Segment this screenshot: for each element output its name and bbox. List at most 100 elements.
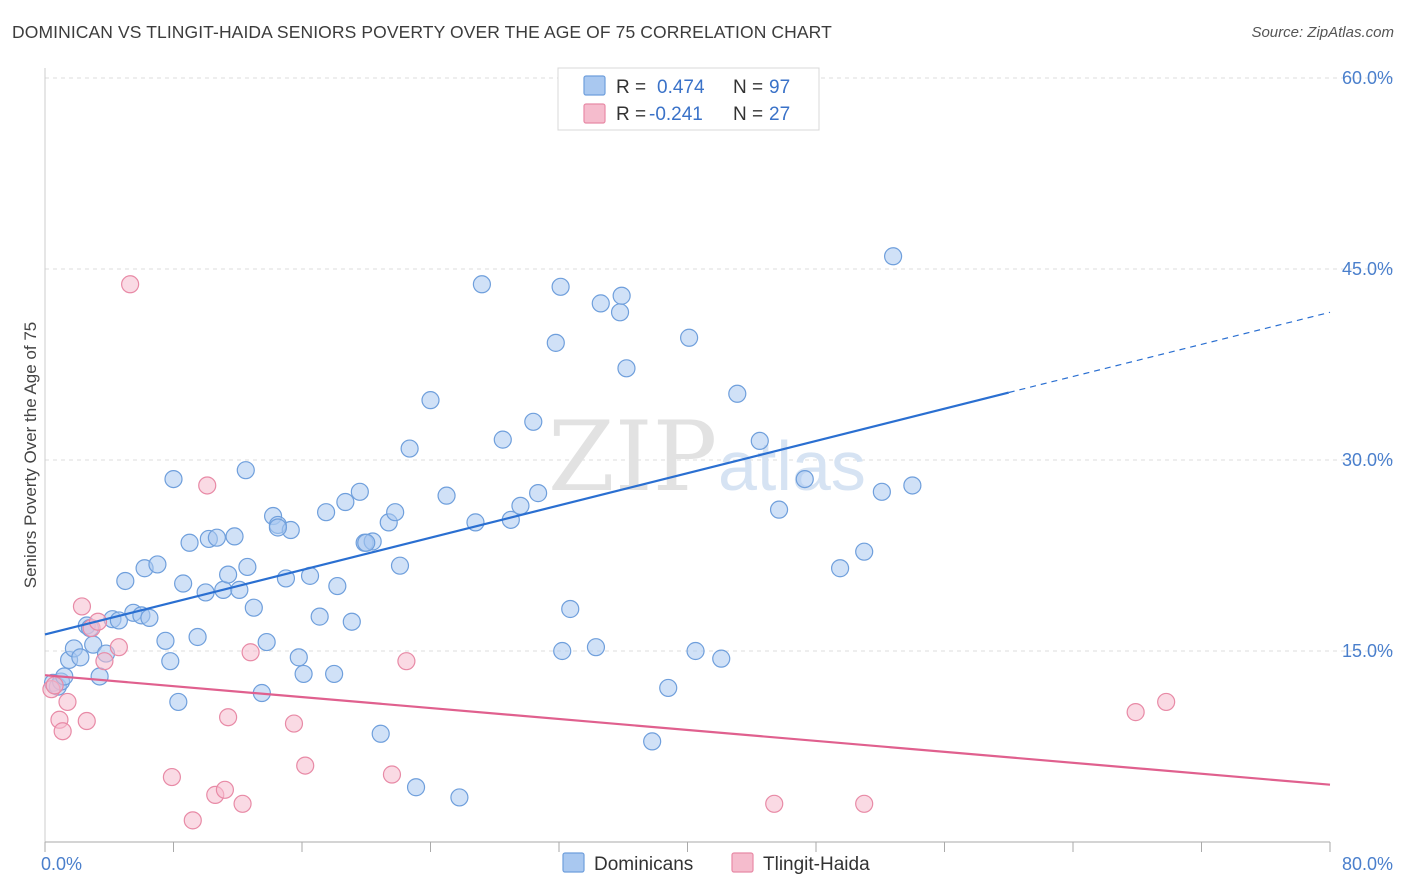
legend-r-label-1: R = <box>616 77 646 98</box>
point-dominicans-44 <box>310 607 329 626</box>
point-tlingit-haida-22 <box>382 765 402 784</box>
x-tick-label-0: 0.0% <box>41 854 82 874</box>
point-tlingit-haida-26 <box>1126 703 1145 722</box>
point-dominicans-64 <box>493 430 512 449</box>
point-dominicans-57 <box>400 439 419 458</box>
legend-swatch-dominicans <box>583 75 606 96</box>
point-dominicans-33 <box>238 557 257 577</box>
point-tlingit-haida-19 <box>241 643 260 662</box>
series-tlingit-haida <box>42 275 1176 830</box>
point-dominicans-53 <box>371 724 390 743</box>
point-dominicans-20 <box>156 631 175 650</box>
point-dominicans-6 <box>71 648 90 667</box>
point-dominicans-61 <box>450 788 469 807</box>
point-dominicans-42 <box>294 664 313 684</box>
point-dominicans-69 <box>546 333 565 352</box>
y-axis-title: Seniors Poverty Over the Age of 75 <box>21 322 40 588</box>
trend-line-dominicans <box>44 391 1010 636</box>
trend-line-tlingit-haida <box>44 674 1331 786</box>
point-dominicans-17 <box>140 608 159 627</box>
point-tlingit-haida-5 <box>72 597 92 616</box>
y-tick-label-3: 60.0% <box>1342 68 1393 88</box>
bottom-legend-swatch-dominicans <box>562 852 585 873</box>
watermark-zip: ZIP <box>548 401 717 513</box>
point-dominicans-55 <box>386 503 405 522</box>
point-tlingit-haida-4 <box>58 692 77 712</box>
point-dominicans-90 <box>872 482 891 501</box>
legend-r-value-1: 0.474 <box>657 77 705 98</box>
point-dominicans-75 <box>591 294 610 313</box>
point-dominicans-85 <box>750 431 769 450</box>
point-tlingit-haida-24 <box>765 794 784 813</box>
bottom-legend-swatch-tlingit-haida <box>731 852 754 873</box>
point-dominicans-22 <box>169 692 188 712</box>
point-tlingit-haida-13 <box>183 811 202 830</box>
y-tick-label-0: 15.0% <box>1342 641 1393 661</box>
legend-box: R = 0.474 N = 97 R = -0.241 N = 27 <box>557 67 820 131</box>
axes <box>44 68 1331 852</box>
point-dominicans-58 <box>406 778 426 797</box>
watermark-atlas: atlas <box>718 427 866 505</box>
trend-lines <box>44 311 1331 786</box>
point-dominicans-25 <box>188 627 207 647</box>
point-dominicans-93 <box>268 518 288 537</box>
point-dominicans-23 <box>174 574 193 593</box>
point-dominicans-60 <box>437 486 456 505</box>
point-dominicans-66 <box>511 496 530 515</box>
point-dominicans-24 <box>180 533 199 552</box>
point-dominicans-59 <box>421 391 440 410</box>
point-dominicans-83 <box>712 649 731 668</box>
point-dominicans-87 <box>795 470 814 489</box>
point-dominicans-14 <box>116 571 135 591</box>
point-dominicans-19 <box>148 555 167 574</box>
point-dominicans-86 <box>769 500 789 519</box>
point-dominicans-68 <box>529 484 548 503</box>
point-dominicans-50 <box>350 482 369 501</box>
point-dominicans-41 <box>289 648 308 667</box>
y-tick-label-1: 30.0% <box>1342 450 1393 470</box>
point-dominicans-28 <box>207 528 226 547</box>
point-dominicans-80 <box>659 678 678 698</box>
point-dominicans-84 <box>728 384 747 403</box>
point-dominicans-34 <box>244 598 263 617</box>
point-dominicans-78 <box>617 359 636 378</box>
legend-n-label-1: N = <box>733 77 763 98</box>
point-tlingit-haida-6 <box>77 711 96 731</box>
point-dominicans-48 <box>336 492 355 512</box>
bottom-legend-dominicans: Dominicans <box>594 854 693 875</box>
point-dominicans-30 <box>219 565 238 584</box>
point-tlingit-haida-21 <box>296 756 315 775</box>
point-dominicans-79 <box>643 732 662 751</box>
point-dominicans-82 <box>686 641 705 661</box>
point-dominicans-96 <box>236 461 255 480</box>
point-dominicans-81 <box>680 328 699 347</box>
point-tlingit-haida-27 <box>1157 692 1176 712</box>
point-dominicans-92 <box>903 476 922 495</box>
point-tlingit-haida-11 <box>121 275 140 294</box>
point-dominicans-94 <box>357 533 376 552</box>
point-dominicans-31 <box>225 527 244 546</box>
point-tlingit-haida-14 <box>198 476 217 495</box>
legend-r-value-2: -0.241 <box>649 104 703 125</box>
point-dominicans-67 <box>524 412 543 431</box>
point-tlingit-haida-25 <box>855 794 874 813</box>
legend-n-label-2: N = <box>733 104 763 125</box>
point-dominicans-89 <box>855 542 874 561</box>
legend-n-value-2: 27 <box>769 104 790 125</box>
point-tlingit-haida-16 <box>215 780 234 799</box>
point-dominicans-21 <box>161 652 180 671</box>
point-tlingit-haida-10 <box>109 638 128 657</box>
point-dominicans-77 <box>612 286 631 305</box>
point-tlingit-haida-23 <box>397 652 416 671</box>
tick-labels: 15.0% 30.0% 45.0% 60.0% 0.0% 80.0% <box>41 68 1393 874</box>
bottom-legend: Dominicans Tlingit-Haida <box>562 852 870 875</box>
point-dominicans-45 <box>316 503 336 522</box>
y-tick-label-2: 45.0% <box>1342 259 1393 279</box>
point-dominicans-95 <box>164 470 183 489</box>
point-tlingit-haida-20 <box>284 714 304 733</box>
point-dominicans-49 <box>342 612 361 631</box>
point-dominicans-36 <box>257 632 276 652</box>
point-dominicans-63 <box>472 275 491 294</box>
point-tlingit-haida-1 <box>45 676 64 695</box>
